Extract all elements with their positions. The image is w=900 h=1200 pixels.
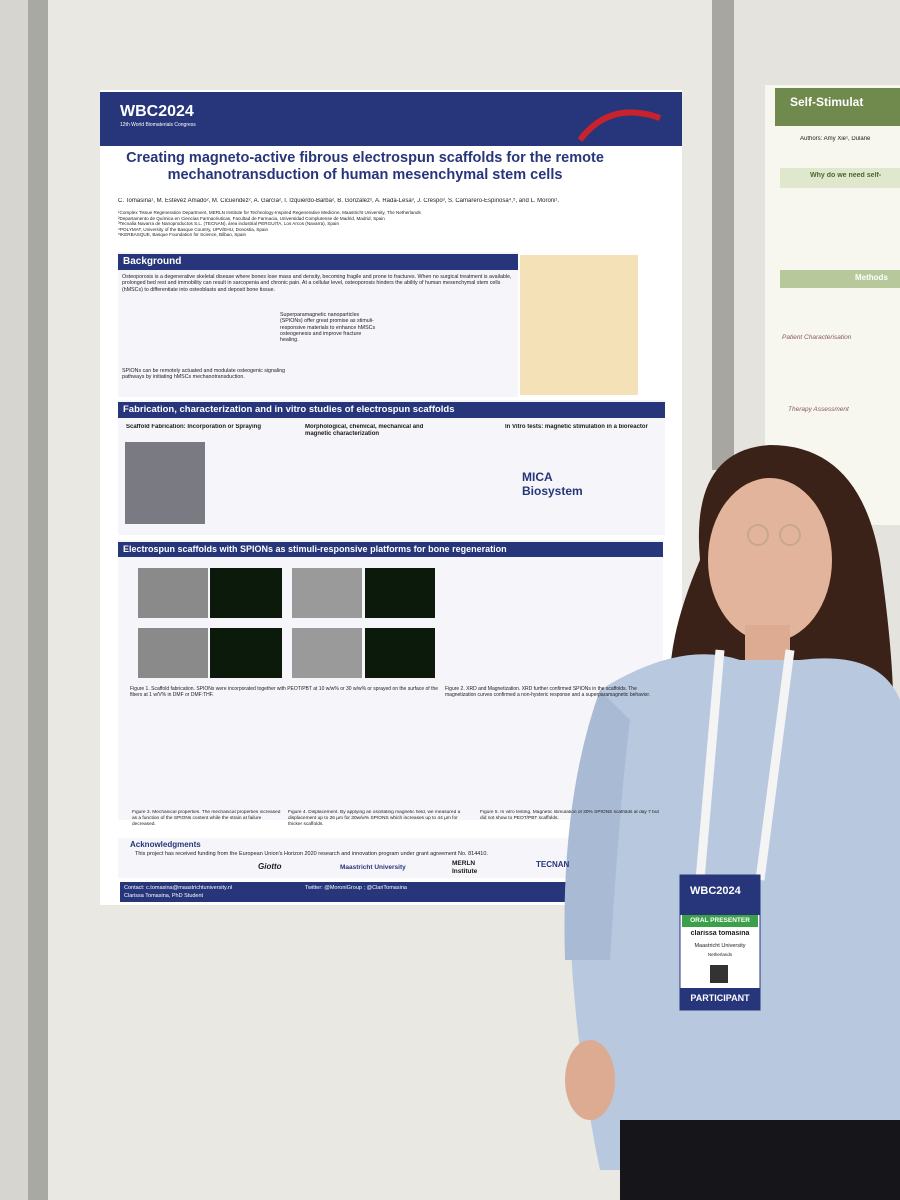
figure-caption: Figure 2. XRD and Magnetization. XRD fur… <box>445 686 651 698</box>
glasses <box>779 524 801 546</box>
badge-category: PARTICIPANT <box>690 993 750 1003</box>
micrograph <box>365 628 435 678</box>
poster-title: Creating magneto-active fibrous electros… <box>126 150 604 184</box>
section-text: SPIONs can be remotely actuated and modu… <box>122 368 286 381</box>
partner-logo: Maastricht University <box>340 864 406 871</box>
micrograph <box>138 628 208 678</box>
side-poster-band <box>780 270 900 288</box>
logo-swoosh <box>577 109 662 142</box>
partner-logo: MERLN Institute <box>452 860 478 875</box>
board-frame <box>28 0 48 1200</box>
badge-header <box>680 875 760 915</box>
section-text: Superparamagnetic nanoparticles (SPIONs)… <box>280 312 376 344</box>
footer-twitter: Twitter: @MoroniGroup ; @ClariTomasina <box>305 885 407 891</box>
badge-country: Netherlands <box>707 952 733 957</box>
badge-name: clarissa tomasina <box>690 930 750 937</box>
hand <box>565 1040 615 1120</box>
section-heading: Background <box>118 254 518 270</box>
bioreactor-logo: MICA Biosystems <box>522 470 582 499</box>
micrograph <box>210 628 282 678</box>
side-poster-methods: Methods <box>855 273 888 282</box>
figure-caption: Figure 1. Scaffold fabrication. SPIONs w… <box>130 686 439 698</box>
poster-footer <box>120 882 680 902</box>
side-poster-item: Therapy Assessment <box>788 406 849 413</box>
side-poster-item: Patient Characterisation <box>782 334 852 341</box>
micrograph <box>210 568 282 618</box>
poster-logo: WBC2024 <box>120 103 194 120</box>
side-poster-band <box>780 168 900 188</box>
poster-authors: C. Tomasina¹, M. Estevez Amado², M. Cicu… <box>118 198 560 204</box>
face <box>708 478 832 642</box>
footer-contact: Contact: c.tomasina@maastrichtuniversity… <box>124 885 233 891</box>
trousers <box>620 1120 900 1200</box>
partner-logo: Giotto <box>258 862 282 871</box>
ack-text: This project has received funding from t… <box>135 851 488 857</box>
affiliation: ⁵IKERBASQUE, Basque Foundation for Scien… <box>118 232 247 237</box>
figure-caption: Figure 5. In vitro testing. Magnetic sti… <box>480 810 659 821</box>
micrograph <box>138 568 208 618</box>
section-heading: Electrospun scaffolds with SPIONs as sti… <box>118 542 663 557</box>
qr-code <box>710 965 728 983</box>
badge-organisation: Maastricht University <box>694 943 746 949</box>
micrograph <box>365 568 435 618</box>
step-label: Morphological, chemical, mechanical and … <box>305 424 424 438</box>
section-heading: Fabrication, characterization and in vit… <box>118 402 665 418</box>
section-box <box>118 252 518 397</box>
sleeve <box>564 690 630 960</box>
section-box <box>118 400 665 535</box>
board-frame <box>712 0 734 470</box>
footer-name: Clarissa Tomasina, PhD Student <box>124 893 204 899</box>
affiliation: ²Departamento de Química en Ciencias Far… <box>118 215 385 221</box>
micrographs <box>138 568 435 678</box>
ack-heading: Acknowledgments <box>130 840 201 849</box>
affiliation: ¹Complex Tissue Regeneration Department,… <box>118 210 421 215</box>
affiliation: ⁴POLYMAT, University of the Basque Count… <box>118 226 269 232</box>
poster-affiliations: ¹Complex Tissue Regeneration Department,… <box>118 210 528 238</box>
figure-caption: Figure 4. Displacement. By applying an o… <box>288 810 461 827</box>
figure-image <box>125 442 205 524</box>
affiliation: ³Tecnalia Navarra de Nanoproductos S.L. … <box>118 221 340 226</box>
glasses <box>747 524 769 546</box>
partner-logo: TECNAN <box>536 860 570 869</box>
badge-event: WBC2024 <box>690 885 741 897</box>
lanyard <box>695 649 795 881</box>
badge-footer <box>680 988 760 1010</box>
micrograph <box>292 568 362 618</box>
badge-role: ORAL PRESENTER <box>690 917 750 924</box>
figure-bone <box>520 255 638 395</box>
poster-congress: 12th World Biomaterials Congress <box>120 122 196 128</box>
section-text: Osteoporosis is a degenerative skeletal … <box>122 274 512 293</box>
micrograph <box>292 628 362 678</box>
side-poster-title: Self-Stimulat <box>790 95 864 109</box>
badge-role-band <box>682 915 758 927</box>
side-poster-question: Why do we need self- <box>810 172 882 179</box>
step-label: In Vitro tests: magnetic stimulation in … <box>505 424 648 430</box>
step-label: Scaffold Fabrication: Incorporation or S… <box>126 424 262 430</box>
figure-caption: Figure 3. Mechanical properties. The mec… <box>132 810 281 827</box>
side-poster-authors: Authors: Amy Xie¹, Dulane <box>800 136 871 142</box>
side-poster-header <box>775 88 900 126</box>
